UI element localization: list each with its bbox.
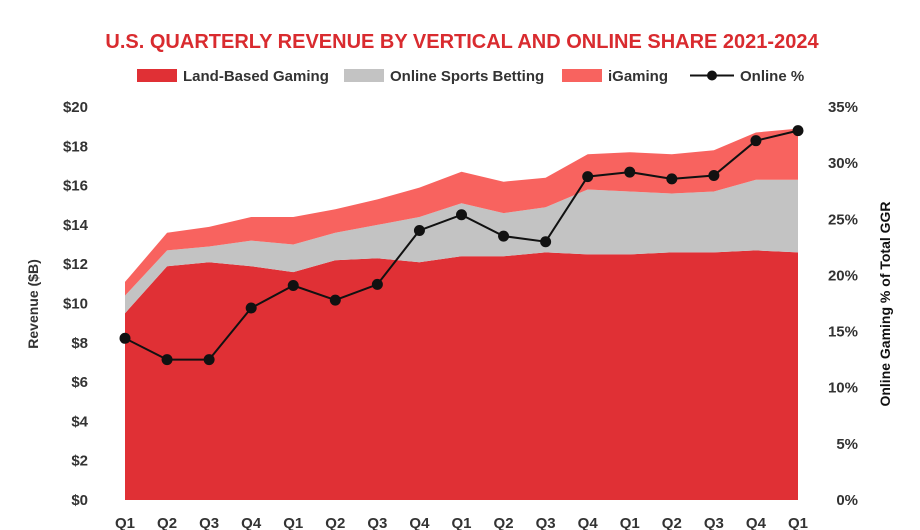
online-percent-point <box>456 209 467 221</box>
y-tick-label: $18 <box>63 138 88 155</box>
x-tick-label: Q3 <box>704 515 724 530</box>
legend-label: iGaming <box>608 68 668 85</box>
online-percent-point <box>708 169 720 181</box>
x-tick-label: Q4 <box>578 515 599 530</box>
legend-swatch <box>344 69 384 82</box>
x-axis-ticks: Q1 Q2 Q3 Q4 Q1 Q2 Q3 Q4 Q1 Q2 Q3 Q4 Q1 Q2 Q3 Q4 Q1 <box>115 515 808 530</box>
y-tick-label: $2 <box>71 453 88 470</box>
legend-item-igaming: iGaming <box>562 68 668 85</box>
legend-item-land-based-gaming: Land-Based Gaming <box>137 68 329 85</box>
x-tick-label: Q2 <box>157 515 177 530</box>
y-tick-label: $14 <box>63 217 89 234</box>
online-percent-point <box>750 135 762 147</box>
y-tick-label: $6 <box>71 374 88 391</box>
x-tick-label: Q2 <box>662 515 682 530</box>
legend-item-online-sports-betting: Online Sports Betting <box>344 68 544 85</box>
x-tick-label: Q4 <box>746 515 767 530</box>
online-percent-point <box>203 354 215 366</box>
right-axis-ticks: 0% 5% 10% 15% 20% 25% 30% 35% <box>828 99 858 509</box>
left-axis-label: Revenue ($B) <box>25 259 41 348</box>
x-tick-label: Q2 <box>494 515 514 530</box>
online-percent-point <box>624 166 636 178</box>
online-percent-point <box>329 294 341 306</box>
x-tick-label: Q3 <box>367 515 387 530</box>
x-tick-label: Q4 <box>241 515 262 530</box>
y2-tick-label: 20% <box>828 267 858 284</box>
right-axis-label: Online Gaming % of Total GGR <box>877 201 893 406</box>
online-percent-point <box>582 171 594 183</box>
y-tick-label: $10 <box>63 296 88 313</box>
chart-title: U.S. QUARTERLY REVENUE BY VERTICAL AND O… <box>105 31 819 53</box>
y2-tick-label: 35% <box>828 99 858 116</box>
online-percent-point <box>371 278 383 290</box>
left-axis-ticks: $0 $2 $4 $6 $8 $10 $12 $14 $16 $18 $20 <box>63 99 89 509</box>
legend: Land-Based Gaming Online Sports Betting iG… <box>137 68 804 85</box>
y-tick-label: $8 <box>71 335 88 352</box>
y-tick-label: $12 <box>63 256 88 273</box>
legend-label: Online % <box>740 68 804 85</box>
x-tick-label: Q1 <box>283 515 303 530</box>
online-percent-point <box>413 225 425 237</box>
stacked-areas <box>125 128 798 500</box>
x-tick-label: Q3 <box>199 515 219 530</box>
online-percent-point <box>540 236 552 248</box>
online-percent-point <box>287 280 299 292</box>
x-tick-label: Q4 <box>409 515 430 530</box>
area-online-sports-betting <box>125 179 798 314</box>
x-tick-label: Q1 <box>451 515 471 530</box>
online-percent-point <box>666 173 678 185</box>
online-share-line <box>119 125 804 366</box>
y-tick-label: $16 <box>63 178 88 195</box>
online-percent-point <box>245 302 257 314</box>
y2-tick-label: 15% <box>828 324 858 341</box>
online-percent-point <box>119 332 131 344</box>
legend-marker <box>707 70 717 81</box>
x-tick-label: Q1 <box>115 515 135 530</box>
y2-tick-label: 5% <box>836 436 858 453</box>
y-tick-label: $20 <box>63 99 88 116</box>
y-tick-label: $4 <box>71 413 88 430</box>
y2-tick-label: 25% <box>828 211 858 228</box>
online-percent-point <box>161 354 173 366</box>
x-tick-label: Q1 <box>620 515 640 530</box>
legend-label: Land-Based Gaming <box>183 68 329 85</box>
x-tick-label: Q2 <box>325 515 345 530</box>
area-land-based-gaming <box>125 250 798 500</box>
legend-swatch <box>137 69 177 82</box>
x-tick-label: Q1 <box>788 515 808 530</box>
legend-label: Online Sports Betting <box>390 68 544 85</box>
legend-swatch <box>562 69 602 82</box>
y-tick-label: $0 <box>71 492 88 509</box>
online-percent-point <box>498 230 510 242</box>
y2-tick-label: 0% <box>836 492 858 509</box>
y2-tick-label: 30% <box>828 155 858 172</box>
y2-tick-label: 10% <box>828 380 858 397</box>
legend-item-online: Online % <box>690 68 804 85</box>
x-tick-label: Q3 <box>536 515 556 530</box>
online-percent-point <box>792 125 804 137</box>
